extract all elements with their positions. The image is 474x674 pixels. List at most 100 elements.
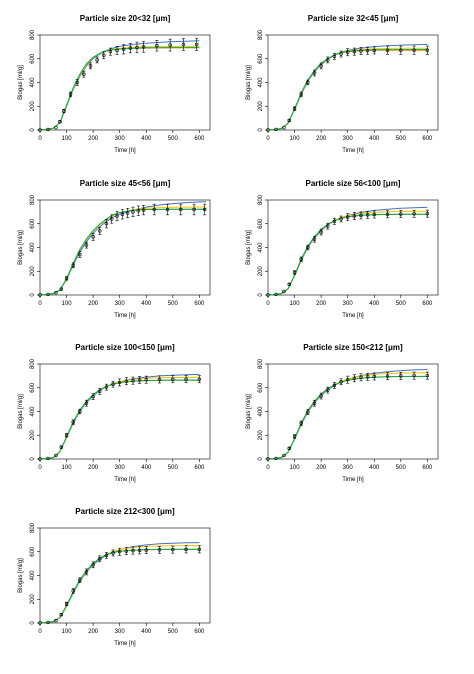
series-line-2	[267, 376, 428, 460]
panel-3: Particle size 45<56 [μm] 0 100 200 300 400 500…	[18, 179, 211, 319]
data-point	[54, 125, 58, 130]
x-axis-label: Time [h]	[114, 477, 136, 483]
y-tick-label: 600	[258, 53, 264, 64]
series-line-3	[39, 45, 200, 131]
y-tick-label: 0	[30, 621, 36, 625]
data-point	[91, 394, 95, 399]
x-tick-label: 300	[115, 136, 126, 142]
data-point	[98, 389, 102, 394]
panel-1: Particle size 20<32 [μm] 0 100 200 300 400 500…	[18, 14, 211, 154]
data-point	[78, 409, 82, 414]
data-point	[425, 48, 430, 52]
data-point	[425, 373, 430, 378]
y-tick-label: 600	[30, 53, 36, 64]
y-tick-label: 0	[258, 457, 264, 461]
data-point	[385, 48, 390, 52]
y-tick-label: 800	[30, 194, 36, 205]
data-point	[197, 547, 202, 552]
series-line-1	[39, 373, 200, 460]
data-point	[359, 49, 363, 53]
series-line-3	[267, 372, 428, 460]
data-point	[71, 420, 75, 424]
y-axis-label: Biogas [ml/g]	[246, 230, 252, 265]
data-point	[157, 377, 162, 382]
data-point	[326, 58, 330, 62]
data-point	[332, 383, 337, 388]
x-tick-label: 400	[141, 629, 152, 635]
x-tick-label: 0	[266, 465, 270, 471]
x-axis-label: Time [h]	[114, 641, 136, 647]
data-point	[171, 377, 175, 381]
x-tick-label: 600	[194, 301, 205, 307]
y-tick-label: 800	[258, 358, 264, 369]
x-axis-label: Time [h]	[114, 148, 136, 154]
data-point	[385, 374, 390, 378]
data-point	[171, 547, 175, 552]
x-tick-label: 500	[168, 301, 179, 307]
data-point	[282, 289, 286, 294]
data-point	[319, 230, 323, 234]
data-point	[111, 551, 115, 555]
data-point	[78, 252, 82, 257]
x-tick-label: 100	[62, 629, 73, 635]
data-point	[136, 208, 140, 213]
data-point	[38, 293, 42, 297]
panel-title: Particle size 150<212 [μm]	[303, 343, 403, 352]
series-line-3	[267, 47, 428, 131]
data-point	[117, 550, 122, 554]
panel-title: Particle size 100<150 [μm]	[75, 343, 175, 352]
data-point	[326, 388, 330, 392]
data-point	[352, 376, 357, 380]
y-axis-label: Biogas [ml/g]	[18, 230, 24, 265]
x-tick-label: 500	[396, 301, 407, 307]
x-tick-label: 100	[290, 301, 301, 307]
x-tick-label: 200	[88, 136, 99, 142]
series-line-2	[267, 49, 428, 131]
x-tick-label: 300	[343, 136, 354, 142]
x-tick-label: 0	[38, 629, 42, 635]
y-tick-label: 0	[30, 128, 36, 132]
y-tick-label: 800	[258, 29, 264, 40]
series-line-4	[267, 49, 428, 131]
data-point	[155, 43, 159, 48]
data-point	[312, 71, 317, 75]
data-point	[399, 374, 403, 378]
data-point	[287, 282, 291, 287]
series-line-4	[39, 379, 200, 460]
data-point	[59, 612, 63, 617]
y-tick-label: 800	[30, 29, 36, 40]
panel-title: Particle size 20<32 [μm]	[80, 14, 171, 23]
x-tick-label: 400	[369, 301, 380, 307]
x-axis-label: Time [h]	[342, 477, 364, 483]
data-point	[64, 276, 69, 281]
data-point	[299, 92, 303, 97]
data-point	[115, 48, 119, 53]
data-point	[117, 380, 122, 385]
x-axis-label: Time [h]	[114, 313, 136, 319]
data-point	[102, 53, 106, 57]
x-tick-label: 200	[88, 465, 99, 471]
data-point	[372, 212, 376, 217]
data-point	[59, 445, 63, 449]
y-tick-label: 0	[258, 128, 264, 132]
data-point	[144, 548, 148, 552]
panel-title: Particle size 56<100 [μm]	[306, 179, 401, 188]
data-point	[165, 207, 170, 212]
data-point	[312, 237, 317, 241]
data-point	[292, 270, 297, 275]
x-tick-label: 600	[194, 465, 205, 471]
data-point	[399, 212, 403, 216]
data-point	[141, 208, 146, 212]
x-tick-label: 400	[369, 465, 380, 471]
x-tick-label: 200	[88, 301, 99, 307]
x-tick-label: 400	[369, 136, 380, 142]
data-point	[71, 263, 75, 268]
data-point	[54, 290, 58, 295]
data-point	[68, 92, 73, 97]
y-tick-label: 600	[258, 382, 264, 393]
data-point	[137, 548, 142, 553]
data-point	[59, 287, 63, 291]
data-point	[352, 49, 357, 54]
y-tick-label: 200	[258, 430, 264, 441]
